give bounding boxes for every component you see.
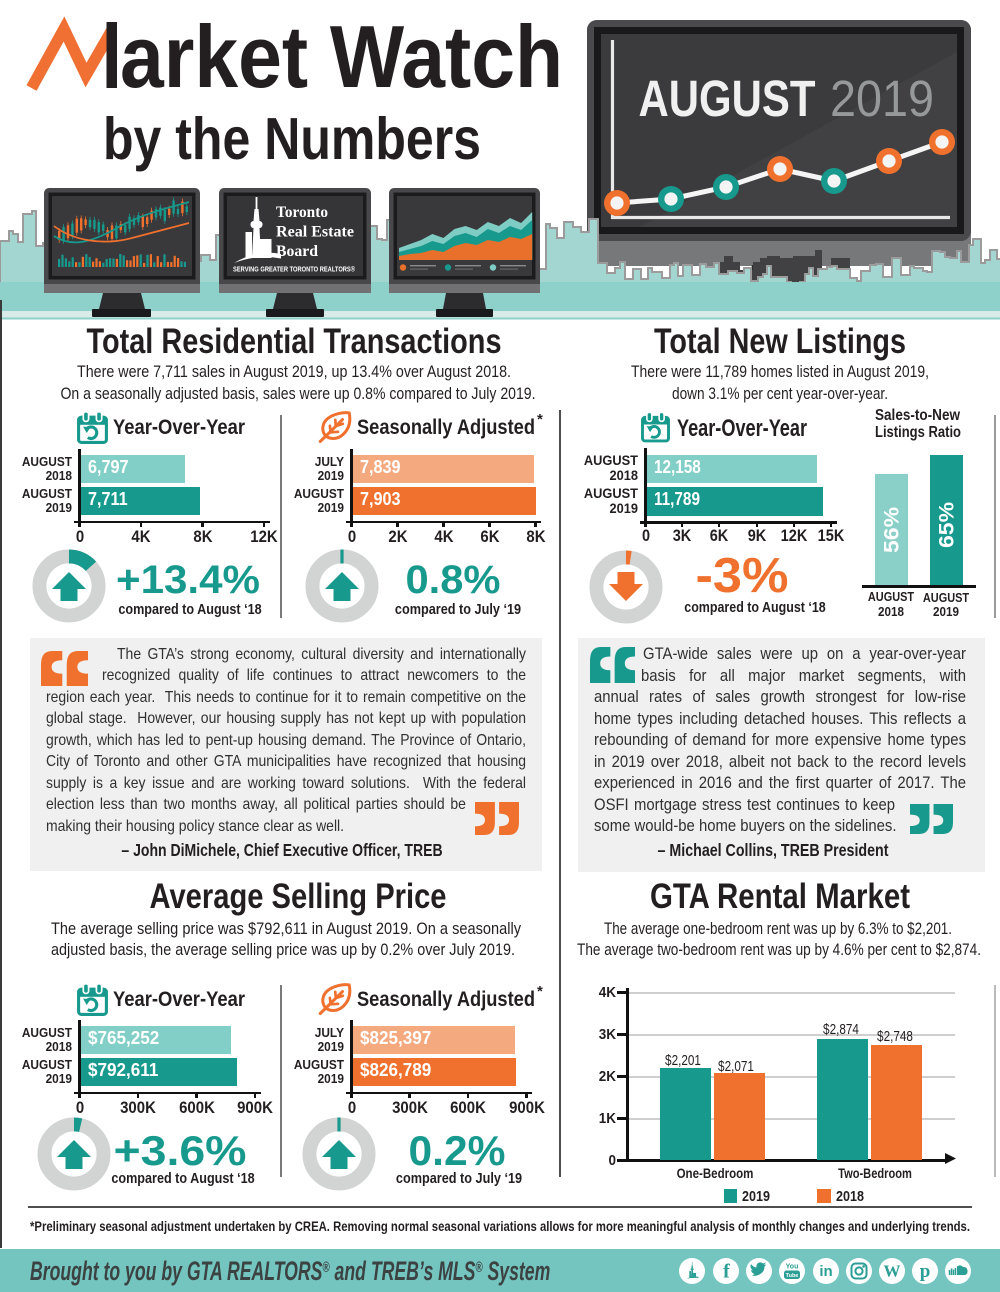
svg-text:56%: 56% [881, 507, 904, 553]
svg-text:Toronto: Toronto [276, 204, 328, 221]
svg-text:AUGUST: AUGUST [639, 70, 816, 127]
svg-text:arket Watch: arket Watch [120, 7, 563, 106]
svg-text:SERVING GREATER TORONTO REALTO: SERVING GREATER TORONTO REALTORS® [233, 265, 355, 274]
svg-text:by the Numbers: by the Numbers [103, 106, 481, 172]
svg-text:Real Estate: Real Estate [276, 224, 354, 241]
svg-text:2019: 2019 [830, 70, 934, 127]
svg-text:65%: 65% [936, 502, 959, 548]
svg-text:Board: Board [276, 243, 318, 260]
